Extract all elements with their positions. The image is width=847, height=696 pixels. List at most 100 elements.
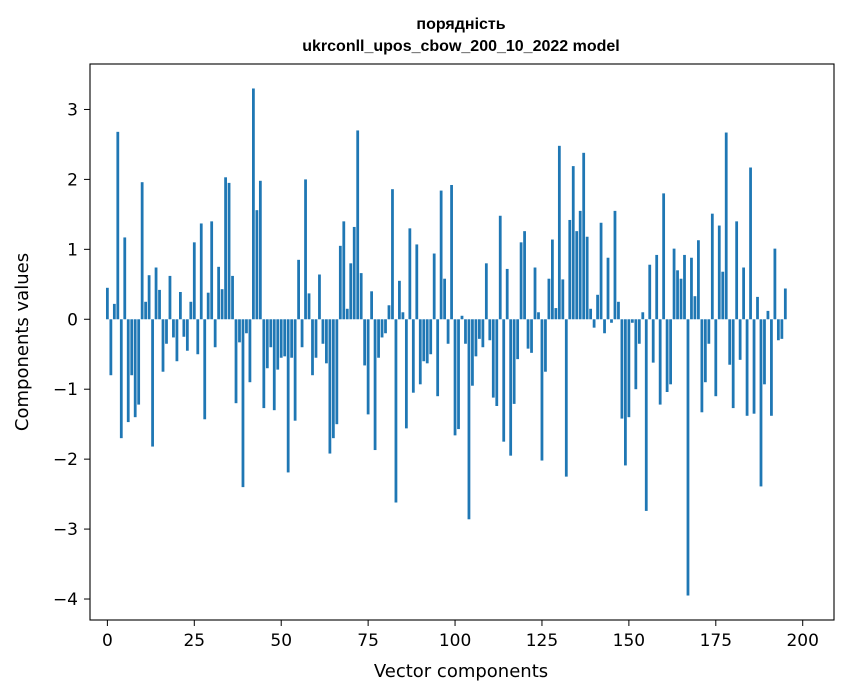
bar [196,319,200,355]
bar [210,221,214,320]
bar [151,319,154,447]
bar [484,263,488,320]
bar [182,319,186,337]
bar [321,319,325,344]
bar [165,319,168,344]
x-tick-label: 25 [183,631,205,651]
bar [342,221,346,320]
bar [477,319,481,339]
bar [179,291,182,320]
bar [669,319,672,385]
x-axis-label: Vector components [374,661,548,682]
bar [338,245,342,320]
bar [617,301,620,320]
bar [119,319,123,439]
bar [387,305,391,320]
bar [759,319,763,487]
bar [624,319,627,466]
bar [172,319,175,338]
bar [651,319,655,363]
bar [557,145,561,320]
bar [731,319,735,409]
chart-subtitle: ukrconll_upos_cbow_200_10_2022 model [302,38,619,55]
bar [450,184,453,320]
bar [721,271,725,320]
bar [770,319,773,416]
bar [683,254,686,320]
y-tick-label: −3 [53,520,78,540]
bar [551,239,554,320]
bar [418,319,422,385]
bar [526,319,530,349]
x-tick-label: 100 [439,631,471,651]
bar [161,319,165,372]
bar [599,222,603,320]
bar [258,180,262,320]
bar [415,244,419,320]
bar [763,319,766,385]
bar [290,319,294,358]
bar [126,319,130,423]
bar [728,319,732,365]
y-tick-label: 3 [67,100,78,120]
bar [464,319,467,344]
x-tick-label: 150 [613,631,645,651]
bar [436,319,440,397]
bar [756,296,759,320]
bar [248,319,252,383]
bar [467,319,471,520]
y-axis: −4 −3 −2 −1 0 1 2 3 [53,100,90,610]
bar [144,301,148,320]
bar [516,319,520,360]
bar [422,319,426,362]
bar [300,319,304,348]
bar [206,292,210,320]
bar [168,275,172,320]
bar [637,319,641,344]
bar [304,179,307,320]
bar [391,189,394,320]
y-tick-label: 2 [67,170,78,190]
bar [481,319,485,348]
y-tick-label: −4 [53,590,78,610]
bar [377,319,380,358]
y-axis-label: Components values [12,253,33,431]
bar [752,319,756,414]
bar [245,319,248,334]
y-tick-label: 1 [67,240,78,260]
bar [783,288,787,320]
bar [519,242,523,320]
bar [700,319,704,413]
bar [773,248,777,320]
bar [335,319,339,425]
bar [648,264,652,320]
bar [655,254,659,320]
bar [634,319,638,390]
chart-title: порядність [416,16,505,33]
bar [429,319,433,355]
bar [505,268,509,320]
bar [742,267,745,320]
bar [523,231,526,320]
bar [328,319,332,454]
bar [457,319,460,430]
y-tick-label: −2 [53,450,78,470]
bar [471,319,474,386]
bar [766,310,770,320]
bar [408,228,412,320]
bar [185,319,189,351]
bar [297,259,300,320]
bar [105,287,109,320]
bar [509,319,513,456]
bar [265,319,269,369]
bar [749,167,752,320]
bar [644,319,648,511]
bar [662,193,666,320]
bar [544,319,547,372]
bar [596,294,599,320]
bar [411,319,415,393]
bar [582,152,586,320]
bar [137,319,141,405]
bar [665,319,669,392]
